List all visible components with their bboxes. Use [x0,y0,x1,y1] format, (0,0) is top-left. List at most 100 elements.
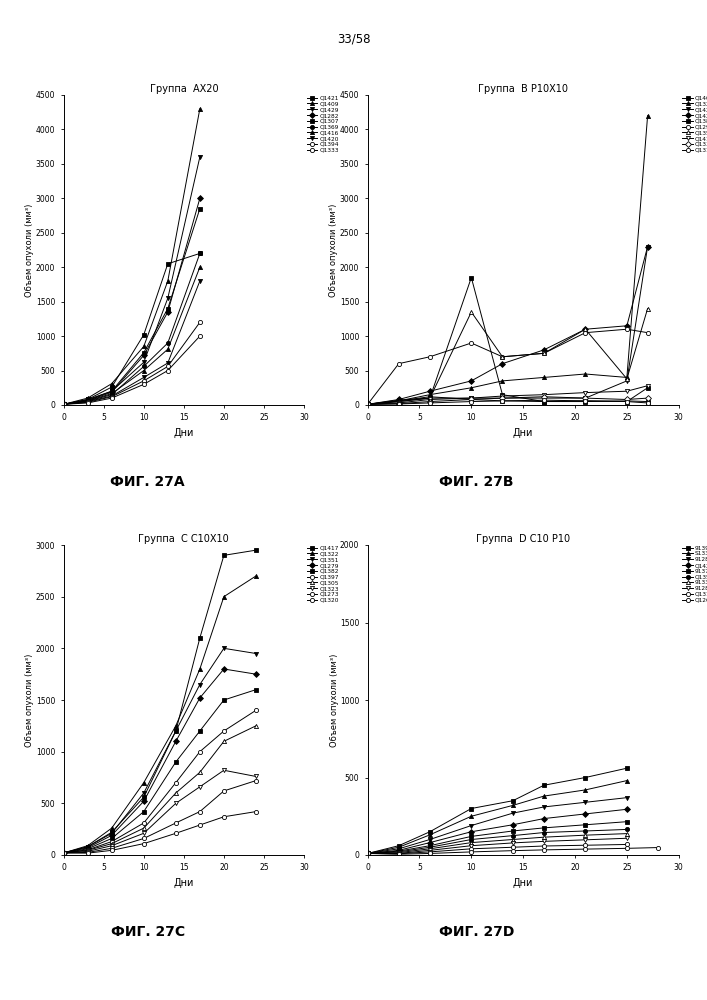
Q1279 [139,795,148,807]
Q1423 [623,375,631,387]
Q1416 [139,365,148,377]
Q1416 [107,388,116,400]
91287 [508,807,517,819]
Q1323 [172,797,180,809]
Q1417 [172,725,180,737]
Q1351 [107,827,116,839]
Q1423 [498,392,507,404]
S1339 [395,841,403,853]
Q1322 [139,777,148,789]
Q1333 [139,378,148,390]
91375 [467,830,476,842]
Q1384 [539,396,548,408]
Line: Q1315: Q1315 [366,842,629,856]
Line: Q1322: Q1322 [62,574,258,855]
Q1315 [395,848,403,860]
Q1409 [196,103,204,115]
Q1420 [59,398,68,410]
Q1323 [196,781,204,793]
Q1273 [107,842,116,854]
Q1320 [252,806,260,818]
Q1268 [363,847,372,859]
91331 [581,829,590,841]
Q1429 [59,398,68,410]
91287 [467,820,476,832]
Q1428 [426,385,434,397]
Q1305 [196,766,204,778]
X-axis label: Дни: Дни [513,878,533,888]
Q1417 [196,632,204,644]
Q1282 [59,398,68,410]
Q1354 [363,847,372,859]
Q1336 [395,398,403,410]
Q1369 [83,395,92,407]
91287 [581,796,590,808]
Q1322 [107,822,116,834]
Q1351 [252,648,260,660]
Q1321 [363,398,372,410]
91395 [426,826,434,838]
Text: ФИГ. 27D: ФИГ. 27D [439,925,514,939]
Q1336 [581,392,590,404]
Y-axis label: Объем опухоли (мм³): Объем опухоли (мм³) [329,653,339,747]
Q1268 [581,843,590,855]
Q1307 [196,203,204,215]
Q1429 [196,151,204,163]
Line: S1339: S1339 [366,779,629,856]
Q1268 [395,848,403,860]
Q1354 [581,323,590,335]
Q1322 [172,720,180,732]
Q1428 [395,393,403,405]
Q1411 [643,380,652,392]
91284 [395,847,403,859]
Q1409 [107,378,116,390]
Q1369 [196,247,204,259]
Line: 91331: 91331 [366,832,629,856]
Q1417 [107,826,116,838]
S1339 [539,790,548,802]
Line: Q1321: Q1321 [366,114,650,406]
Q1394 [196,316,204,328]
91395 [467,802,476,814]
Q1424 [426,837,434,849]
Q1417 [59,847,68,859]
Q1282 [107,386,116,398]
Q1382 [59,847,68,859]
Q1429 [107,385,116,397]
Q1408 [498,389,507,401]
Q1320 [107,844,116,856]
Q1305 [139,822,148,834]
Q1354 [426,392,434,404]
Q1336 [363,398,372,410]
Q1420 [107,390,116,402]
Q1351 [59,847,68,859]
Q1282 [139,349,148,361]
Line: Q1382: Q1382 [62,688,258,855]
91331 [363,847,372,859]
Q1397 [139,817,148,829]
Q1323 [107,840,116,852]
Q1336 [467,393,476,405]
Q1409 [83,392,92,404]
S1339 [363,847,372,859]
Q1408 [643,382,652,394]
Q1268 [623,842,631,854]
Q1384 [498,395,507,407]
Q1411 [426,393,434,405]
Line: Q1290: Q1290 [366,327,650,406]
S1339 [467,810,476,822]
Line: Q1416: Q1416 [62,265,202,406]
Line: Q1394: Q1394 [62,320,202,406]
Title: Группа  B P10X10: Группа B P10X10 [478,84,568,94]
91395 [581,772,590,784]
Q1318 [426,397,434,409]
Q1397 [83,844,92,856]
Q1408 [539,396,548,408]
Q1318 [498,395,507,407]
Q1273 [172,817,180,829]
Q1354 [623,373,631,385]
Q1273 [196,806,204,818]
Q1428 [498,358,507,370]
Q1320 [59,847,68,859]
Q1307 [139,347,148,359]
